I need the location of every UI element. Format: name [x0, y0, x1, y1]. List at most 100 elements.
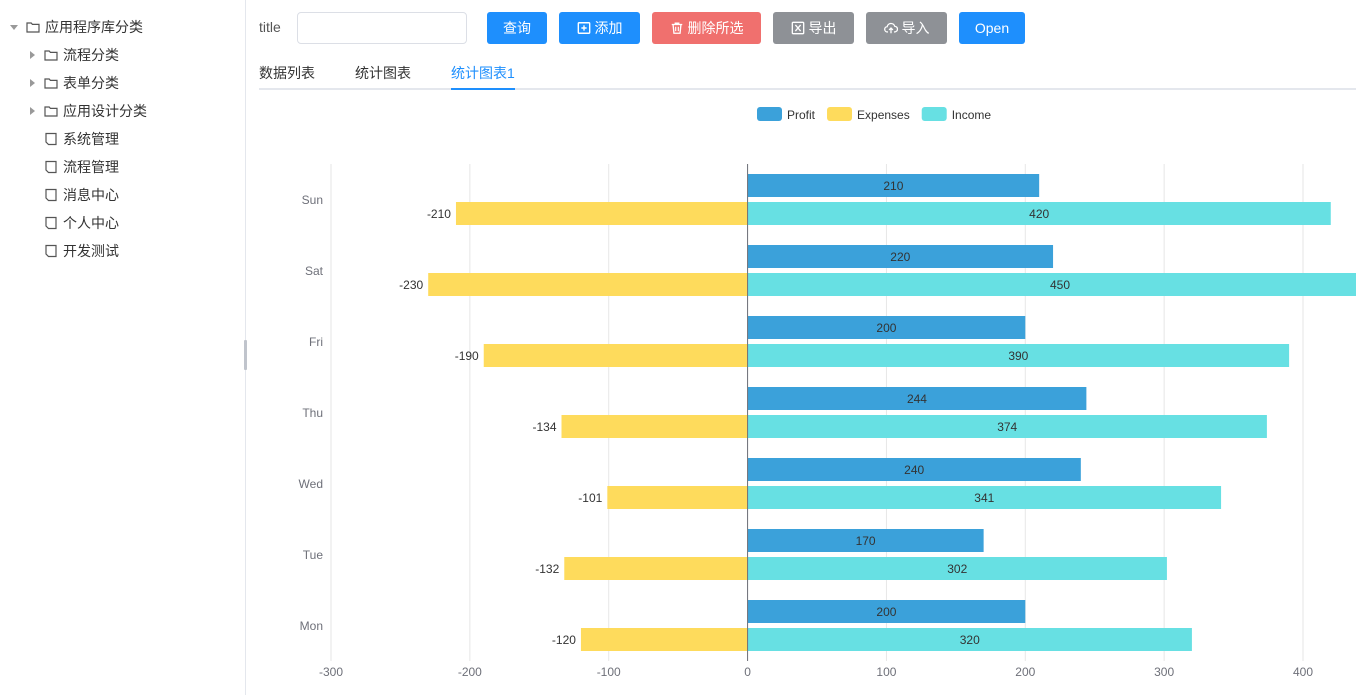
legend-label: Income [952, 108, 992, 122]
bar-income [747, 486, 1222, 509]
tree-node[interactable]: 应用设计分类 [26, 97, 147, 125]
export-button-label: 导出 [808, 20, 837, 36]
export-button[interactable]: 导出 [773, 12, 854, 44]
add-button-label: 添加 [594, 20, 623, 36]
tab-statistics-chart[interactable]: 统计图表 [355, 65, 411, 81]
legend-swatch [827, 107, 853, 121]
category-label: Fri [309, 335, 323, 349]
caret-down-icon[interactable] [8, 21, 20, 33]
category-label: Mon [300, 619, 323, 633]
data-label-profit: 200 [876, 321, 896, 335]
caret-right-icon[interactable] [26, 49, 38, 61]
bar-income [747, 628, 1192, 651]
document-icon [44, 132, 58, 146]
legend-item[interactable]: Expenses [827, 107, 910, 122]
bar-expenses [580, 628, 748, 651]
tree-node[interactable]: 应用程序库分类 [8, 13, 143, 41]
caret-right-icon[interactable] [26, 105, 38, 117]
tree-node[interactable]: 系统管理 [26, 125, 119, 153]
x-tick-label: 100 [876, 665, 896, 679]
tree-node[interactable]: 开发测试 [26, 237, 119, 265]
data-label-expenses: -120 [552, 633, 576, 647]
search-label: title [259, 19, 281, 35]
data-label-income: 390 [1008, 349, 1028, 363]
legend-label: Profit [787, 108, 816, 122]
data-label-expenses: -101 [578, 491, 602, 505]
data-label-profit: 200 [876, 605, 896, 619]
data-label-profit: 170 [856, 534, 876, 548]
bar-income [747, 273, 1356, 296]
tree-node[interactable]: 消息中心 [26, 181, 119, 209]
tree-node[interactable]: 个人中心 [26, 209, 119, 237]
legend-swatch [921, 107, 947, 121]
data-label-expenses: -134 [532, 420, 556, 434]
tree-indent-spacer [26, 217, 38, 229]
data-label-income: 374 [997, 420, 1017, 434]
data-label-income: 341 [974, 491, 994, 505]
bar-profit [747, 387, 1087, 410]
bar-profit [747, 174, 1040, 197]
add-button[interactable]: 添加 [559, 12, 640, 44]
tree-node[interactable]: 表单分类 [26, 69, 119, 97]
data-label-expenses: -190 [455, 349, 479, 363]
chart-bars: 200 320 -120 170 302 -132 240 341 -101 244 374 -134… [399, 164, 1356, 661]
tree-node-label: 流程分类 [63, 47, 119, 63]
bar-expenses [455, 202, 748, 225]
active-tab-indicator [451, 88, 515, 90]
data-label-profit: 244 [907, 392, 927, 406]
category-label: Tue [303, 548, 324, 562]
bar-income [747, 557, 1167, 580]
excel-icon [791, 21, 804, 35]
document-icon [44, 160, 58, 174]
open-button-label: Open [974, 20, 1010, 36]
delete-selected-button[interactable]: 删除所选 [652, 12, 761, 44]
legend-item[interactable]: Profit [757, 107, 816, 122]
chart-grid [330, 164, 1304, 661]
tree-indent-spacer [26, 189, 38, 201]
tab-data-list[interactable]: 数据列表 [259, 65, 315, 81]
tree-node-label: 个人中心 [63, 215, 119, 231]
category-label: Sun [302, 193, 323, 207]
legend-swatch [757, 107, 782, 121]
value-axis: -300 -200 -100 0 100 200 300 400 [319, 665, 1313, 679]
data-label-income: 420 [1029, 207, 1049, 221]
panel-splitter-handle[interactable] [244, 340, 247, 370]
add-file-icon [577, 22, 590, 34]
x-tick-label: -300 [319, 665, 343, 679]
bar-income [747, 344, 1290, 367]
folder-icon [44, 104, 58, 118]
bar-profit [747, 316, 1026, 339]
legend-item[interactable]: Income [921, 107, 992, 122]
tree-node[interactable]: 流程管理 [26, 153, 119, 181]
bar-expenses [607, 486, 748, 509]
document-icon [44, 244, 58, 258]
folder-icon [44, 48, 58, 62]
category-axis: Mon Tue Wed Thu Fri Sat Sun [299, 193, 324, 633]
bar-chart: Profit Expenses Income 200 320 -120 170 302 -13… [299, 107, 1356, 679]
data-label-expenses: -132 [535, 562, 559, 576]
tree-node[interactable]: 流程分类 [26, 41, 119, 69]
caret-right-icon[interactable] [26, 77, 38, 89]
category-label: Sat [305, 264, 324, 278]
tab-statistics-chart-1[interactable]: 统计图表1 [451, 65, 515, 81]
tree-node-label: 应用设计分类 [63, 103, 147, 119]
title-search-input[interactable] [297, 12, 467, 44]
query-button[interactable]: 查询 [487, 12, 547, 44]
tree-indent-spacer [26, 133, 38, 145]
data-label-profit: 210 [883, 179, 903, 193]
bar-expenses [428, 273, 748, 296]
x-tick-label: 200 [1015, 665, 1035, 679]
data-label-income: 450 [1050, 278, 1070, 292]
bar-profit [747, 458, 1081, 481]
bar-expenses [561, 415, 748, 438]
bar-expenses [564, 557, 748, 580]
tab-bar: 数据列表 统计图表 统计图表1 [259, 54, 1356, 90]
bar-income [747, 415, 1267, 438]
document-icon [44, 216, 58, 230]
folder-icon [44, 76, 58, 90]
data-label-income: 302 [947, 562, 967, 576]
query-button-label: 查询 [503, 20, 531, 36]
import-button[interactable]: 导入 [866, 12, 947, 44]
open-button[interactable]: Open [959, 12, 1025, 44]
data-label-expenses: -210 [427, 207, 451, 221]
